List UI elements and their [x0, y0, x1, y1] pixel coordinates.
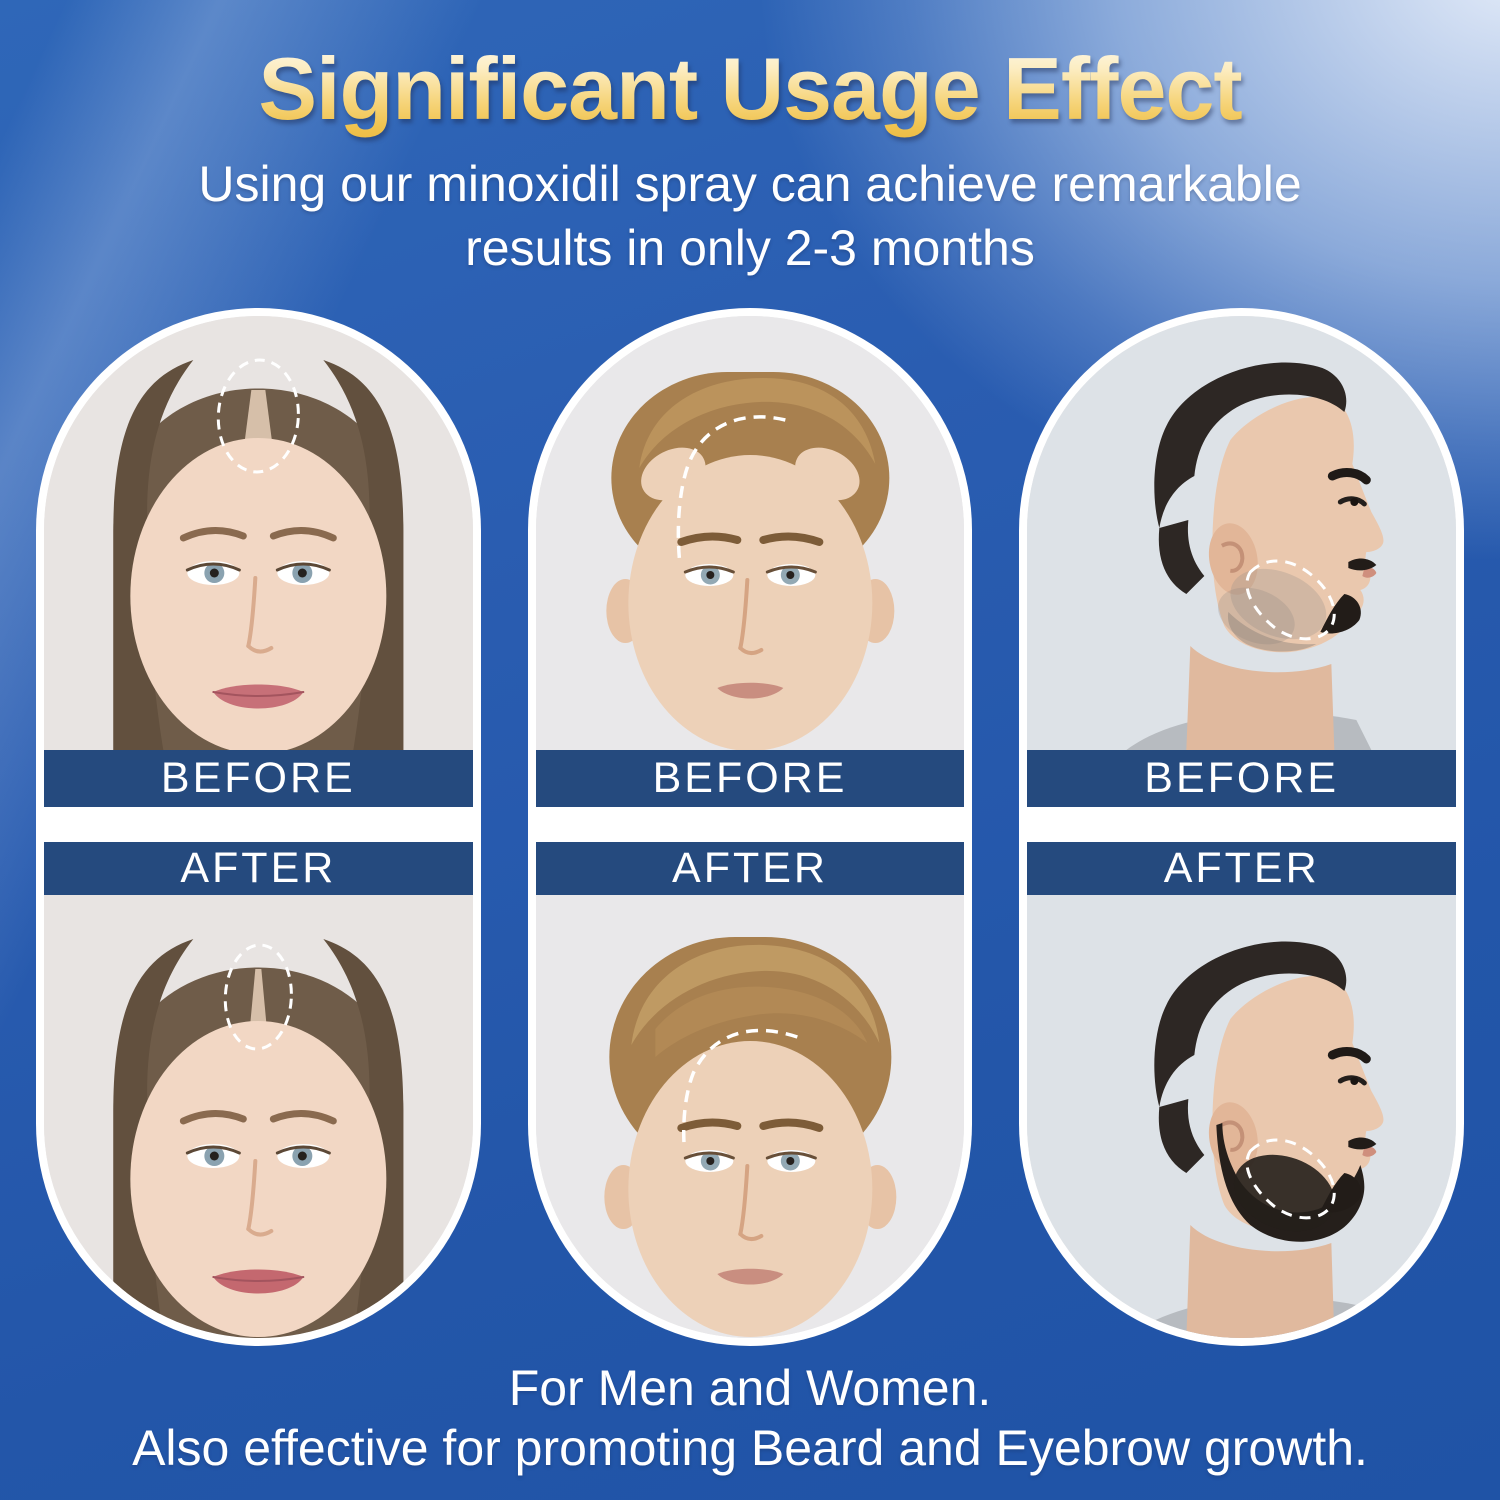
footer-line-2: Also effective for promoting Beard and E… — [132, 1420, 1368, 1476]
after-label: AFTER — [180, 844, 337, 892]
page-title-text: Significant Usage Effect — [258, 39, 1242, 138]
capsule-man-hairline: BEFORE AFTER — [527, 308, 973, 1346]
woman-features — [179, 527, 337, 709]
band-divider — [1027, 807, 1457, 842]
neck — [1186, 646, 1335, 750]
after-band: AFTER — [535, 842, 965, 895]
woman-face — [130, 1021, 387, 1337]
before-label: BEFORE — [1144, 754, 1340, 802]
capsule-woman-hair: BEFORE AFTER — [36, 308, 481, 1346]
dashed-focus-area — [223, 943, 293, 1051]
ear — [1209, 523, 1259, 595]
capsule-man-beard: BEFORE AFTER — [1019, 308, 1465, 1346]
profile-hair — [1154, 941, 1347, 1173]
full-beard-cheek — [1234, 1154, 1336, 1232]
portrait-man-beard-after — [1027, 895, 1457, 1338]
band-divider — [535, 807, 965, 842]
dashed-focus-area — [681, 1028, 798, 1150]
before-band: BEFORE — [535, 750, 965, 807]
photo-man-beard-before — [1027, 316, 1457, 750]
woman-features — [179, 1110, 337, 1294]
dashed-focus-area — [1245, 559, 1336, 641]
portrait-man-beard-before — [1027, 316, 1457, 750]
mustache — [1348, 1137, 1377, 1150]
photo-woman-before — [44, 316, 473, 750]
photo-woman-after — [44, 895, 473, 1338]
portrait-woman-after — [44, 895, 473, 1338]
man-face — [628, 455, 872, 750]
woman-face — [130, 438, 387, 750]
photo-man-hairline-before — [535, 316, 965, 750]
man-features — [677, 532, 824, 699]
dashed-focus-area — [216, 358, 300, 474]
after-label: AFTER — [1163, 844, 1320, 892]
neck — [1186, 1225, 1335, 1338]
before-band: BEFORE — [1027, 750, 1457, 807]
before-band: BEFORE — [44, 750, 473, 807]
before-label: BEFORE — [160, 754, 356, 802]
man-features — [677, 1118, 824, 1285]
man-face — [628, 1041, 873, 1337]
footer-line-1: For Men and Women. — [508, 1360, 992, 1416]
before-after-columns: BEFORE AFTER — [36, 308, 1465, 1346]
hair-part-scalp — [244, 390, 273, 444]
mustache — [1348, 558, 1377, 571]
profile-hair — [1154, 362, 1347, 594]
goatee — [1320, 1173, 1362, 1213]
subtitle-line-2: results in only 2-3 months — [465, 220, 1035, 276]
dashed-focus-area — [1245, 1138, 1336, 1220]
photo-man-beard-after — [1027, 895, 1457, 1338]
profile-features — [1328, 1047, 1377, 1157]
page-title: Significant Usage Effect — [0, 38, 1500, 140]
subtitle: Using our minoxidil spray can achieve re… — [0, 152, 1500, 280]
footer-caption: For Men and Women. Also effective for pr… — [0, 1358, 1500, 1478]
portrait-man-hairline-before — [535, 316, 965, 750]
profile-features — [1328, 468, 1377, 578]
goatee — [1320, 594, 1362, 634]
photo-man-hairline-after — [535, 895, 965, 1338]
hair-part-scalp — [250, 969, 267, 1023]
sparse-stubble — [1218, 568, 1327, 652]
profile-face — [1212, 396, 1384, 653]
band-divider — [44, 807, 473, 842]
after-label: AFTER — [672, 844, 828, 892]
portrait-man-hairline-after — [535, 895, 965, 1338]
before-label: BEFORE — [652, 754, 848, 802]
portrait-woman-before — [44, 316, 473, 750]
subtitle-line-1: Using our minoxidil spray can achieve re… — [198, 156, 1302, 212]
after-band: AFTER — [1027, 842, 1457, 895]
after-band: AFTER — [44, 842, 473, 895]
